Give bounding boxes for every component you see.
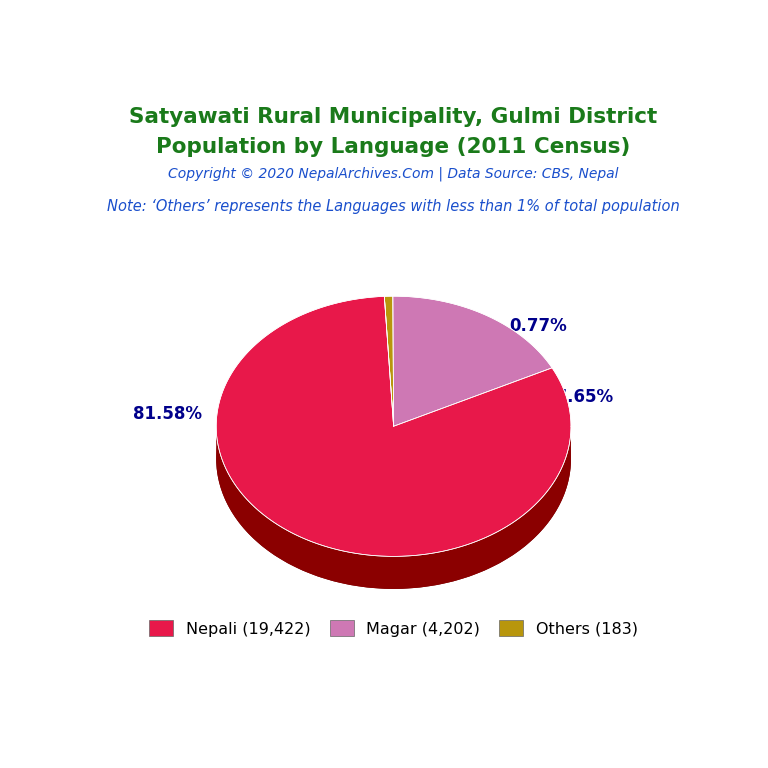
Text: 0.77%: 0.77% (509, 316, 567, 335)
Polygon shape (217, 296, 571, 556)
Text: 17.65%: 17.65% (545, 388, 614, 406)
Legend: Nepali (19,422), Magar (4,202), Others (183): Nepali (19,422), Magar (4,202), Others (… (143, 614, 644, 643)
Text: Satyawati Rural Municipality, Gulmi District: Satyawati Rural Municipality, Gulmi Dist… (130, 107, 657, 127)
Polygon shape (393, 296, 552, 426)
Text: Population by Language (2011 Census): Population by Language (2011 Census) (157, 137, 631, 157)
Polygon shape (217, 426, 571, 589)
Ellipse shape (217, 329, 571, 589)
Text: 81.58%: 81.58% (134, 406, 203, 423)
Text: Note: ‘Others’ represents the Languages with less than 1% of total population: Note: ‘Others’ represents the Languages … (108, 199, 680, 214)
Text: Copyright © 2020 NepalArchives.Com | Data Source: CBS, Nepal: Copyright © 2020 NepalArchives.Com | Dat… (168, 166, 619, 180)
Polygon shape (384, 296, 393, 426)
